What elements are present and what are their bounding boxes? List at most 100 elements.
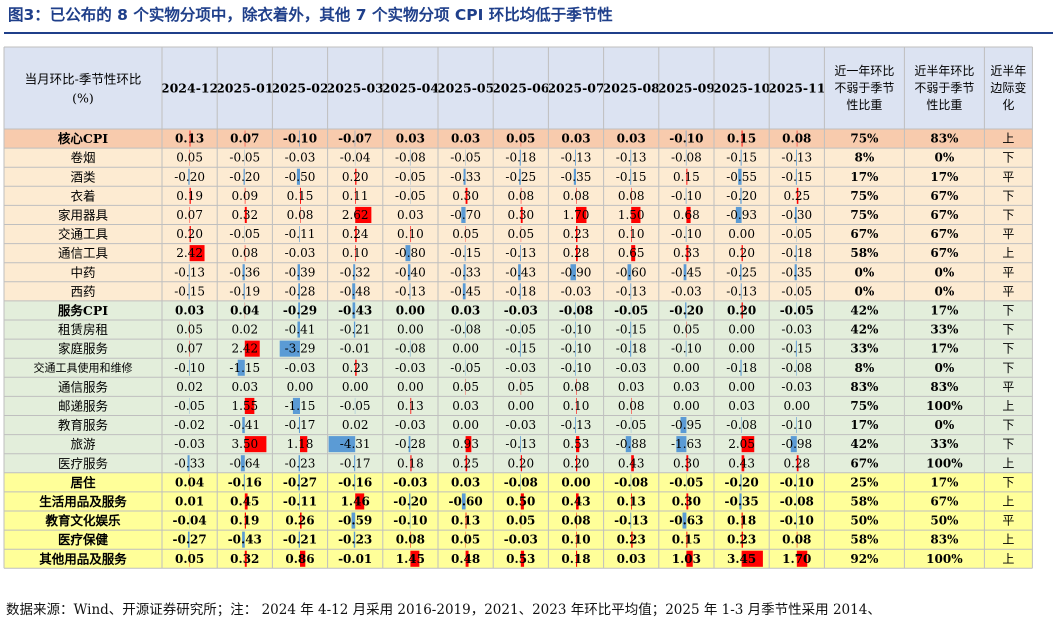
summary-15-3: 上	[1002, 399, 1014, 413]
bar-23-8	[576, 550, 578, 567]
value-2-12: -0.13	[781, 151, 812, 165]
cell-bg-21-2	[217, 511, 273, 531]
bar-8-1	[188, 264, 190, 281]
value-2-9: -0.13	[616, 151, 647, 165]
row-label-5: 家用器具	[58, 207, 109, 222]
cell-bg-12-6	[438, 339, 494, 359]
summary-bg-16	[824, 415, 1033, 435]
bar-15-3	[292, 397, 300, 414]
cell-bg-8-7	[493, 262, 549, 282]
summary-8-1: 0%	[855, 265, 875, 279]
value-23-4: -0.01	[338, 552, 372, 566]
cell-bg-13-9	[603, 358, 659, 378]
row-label-bg-22	[4, 530, 162, 550]
cell-bg-10-12	[769, 300, 825, 320]
value-21-9: -0.13	[614, 514, 648, 528]
summary-7-3: 上	[1002, 246, 1014, 260]
bar-9-1	[188, 283, 190, 300]
cell-bg-15-1	[162, 396, 218, 416]
summary-6-3: 平	[1002, 227, 1014, 241]
value-1-2: 0.07	[230, 132, 259, 146]
bar-16-10	[680, 417, 687, 434]
value-16-12: -0.10	[781, 418, 812, 432]
value-15-9: 0.08	[618, 399, 645, 413]
value-7-4: 0.10	[342, 246, 369, 260]
value-11-1: 0.05	[176, 323, 203, 337]
row-label-bg-2	[4, 148, 162, 168]
col-header-2025-10: 2025-10	[713, 81, 771, 96]
col-header-2025-11: 2025-11	[768, 81, 825, 96]
value-6-4: 0.24	[342, 227, 369, 241]
value-16-7: -0.03	[505, 418, 536, 432]
bar-22-9	[631, 531, 633, 548]
value-19-11: -0.20	[724, 475, 758, 489]
summary-19-1: 25%	[850, 475, 879, 489]
row-label-1: 核心CPI	[58, 131, 108, 146]
summary-9-2: 0%	[935, 284, 955, 298]
bar-12-7	[519, 340, 521, 357]
summary-13-1: 8%	[855, 361, 875, 375]
value-23-6: 0.48	[451, 552, 480, 566]
summary-bg-4	[824, 186, 1033, 206]
value-17-8: 0.53	[563, 437, 590, 451]
summary-bg-1	[824, 129, 1033, 149]
value-9-8: -0.03	[561, 284, 592, 298]
value-9-5: -0.13	[395, 284, 426, 298]
value-9-10: -0.03	[671, 284, 702, 298]
bar-11-9	[630, 321, 632, 338]
summary-18-3: 上	[1002, 456, 1014, 470]
value-6-9: 0.10	[618, 227, 645, 241]
value-6-7: 0.05	[507, 227, 534, 241]
bar-22-11	[741, 531, 744, 548]
bar-9-5	[409, 283, 411, 300]
value-3-3: -0.50	[285, 170, 316, 184]
row-label-12: 家庭服务	[58, 341, 108, 356]
value-16-6: 0.00	[452, 418, 479, 432]
value-4-11: -0.20	[726, 189, 757, 203]
value-20-8: 0.43	[561, 494, 590, 508]
value-13-4: 0.23	[342, 361, 369, 375]
value-20-2: 0.45	[230, 494, 259, 508]
value-10-9: -0.05	[614, 303, 648, 317]
cell-bg-14-12	[769, 377, 825, 397]
value-12-10: -0.10	[671, 342, 702, 356]
value-8-10: -0.45	[671, 265, 702, 279]
value-16-4: 0.02	[342, 418, 369, 432]
bar-6-8	[576, 226, 578, 243]
bar-7-1	[189, 245, 205, 262]
value-12-5: -0.08	[395, 342, 426, 356]
value-11-10: 0.05	[673, 323, 700, 337]
summary-1-2: 83%	[930, 132, 959, 146]
summary-8-2: 0%	[935, 265, 955, 279]
value-10-11: 0.20	[727, 303, 756, 317]
value-14-4: 0.00	[342, 380, 369, 394]
value-8-11: -0.25	[726, 265, 757, 279]
summary-bg-11	[824, 320, 1033, 340]
bar-17-7	[519, 436, 521, 453]
value-10-12: -0.05	[780, 303, 814, 317]
bar-8-8	[570, 264, 576, 281]
value-23-12: 1.70	[782, 552, 811, 566]
value-15-3: -1.15	[285, 399, 316, 413]
col-header-2024-12: 2024-12	[161, 81, 218, 96]
row-label-bg-6	[4, 224, 162, 244]
bar-4-3	[300, 187, 301, 204]
value-1-6: 0.03	[451, 132, 480, 146]
value-23-3: 0.86	[285, 552, 314, 566]
value-18-7: 0.20	[507, 456, 534, 470]
row-header-label: 当月环比-季节性环比	[25, 72, 142, 87]
value-17-6: 0.93	[452, 437, 479, 451]
summary-17-2: 33%	[930, 437, 959, 451]
value-15-4: -0.05	[340, 399, 371, 413]
value-1-10: -0.10	[669, 132, 703, 146]
cell-bg-15-7	[493, 396, 549, 416]
value-16-3: -0.17	[285, 418, 316, 432]
bar-20-8	[576, 493, 579, 510]
bar-16-12	[796, 417, 797, 434]
summary-19-3: 下	[1002, 475, 1014, 489]
row-label-21: 教育文化娱乐	[44, 513, 121, 528]
value-18-8: 0.20	[563, 456, 590, 470]
value-17-1: -0.03	[174, 437, 205, 451]
value-8-9: -0.60	[616, 265, 647, 279]
